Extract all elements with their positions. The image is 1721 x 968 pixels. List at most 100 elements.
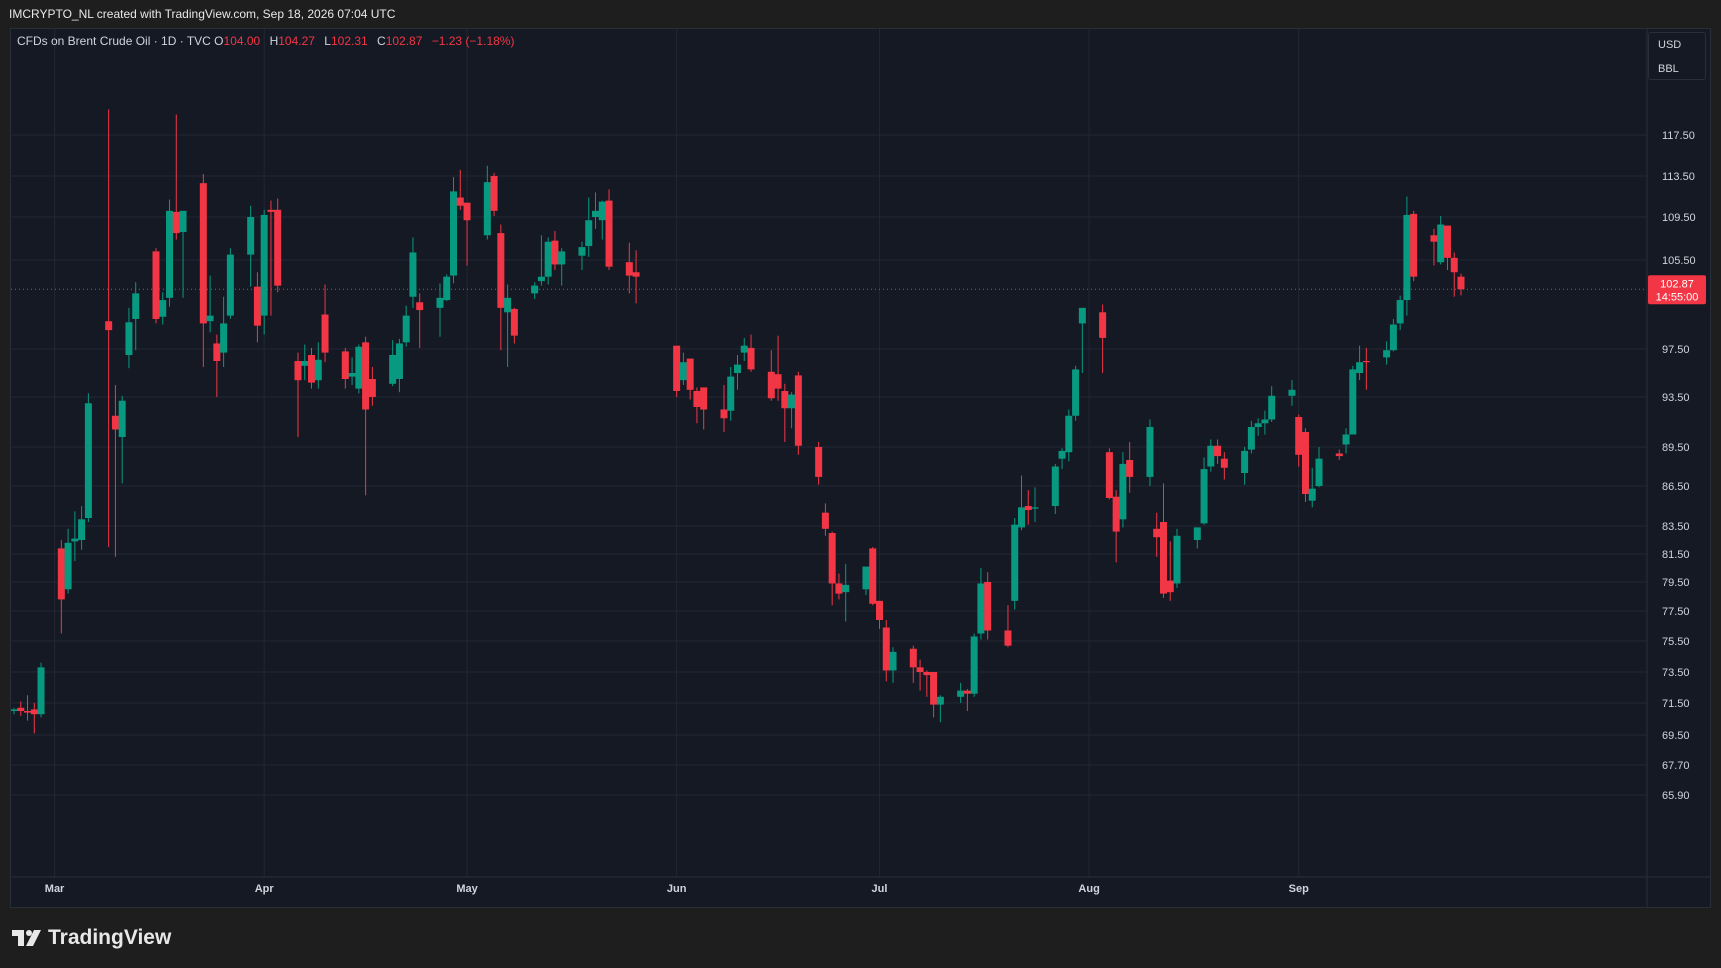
candle-body[interactable] [409,252,417,297]
candle-body[interactable] [970,636,978,694]
candle-body[interactable] [794,375,802,446]
candle-body[interactable] [673,345,681,391]
candle-body[interactable] [395,343,403,379]
candle-body[interactable] [821,512,829,529]
candle-body[interactable] [1065,415,1073,453]
candle-body[interactable] [1078,307,1086,324]
candle-body[interactable] [11,709,18,711]
candle-body[interactable] [152,251,160,319]
candle-body[interactable] [436,297,444,308]
candle-body[interactable] [172,211,180,234]
candle-body[interactable] [111,415,119,430]
candle-body[interactable] [226,254,234,316]
candle-body[interactable] [1166,580,1174,593]
candle-body[interactable] [720,409,728,419]
candle-body[interactable] [740,345,748,353]
candle-body[interactable] [1443,225,1451,258]
candle-body[interactable] [835,583,843,594]
candle-body[interactable] [605,200,613,267]
candle-body[interactable] [686,358,694,390]
candle-body[interactable] [1268,395,1276,420]
candle-body[interactable] [930,672,938,705]
candle-body[interactable] [977,583,985,634]
candle-body[interactable] [1193,527,1201,540]
candle-body[interactable] [923,672,931,676]
candle-body[interactable] [348,373,356,377]
candle-body[interactable] [537,276,545,282]
candle-body[interactable] [220,323,228,353]
candle-body[interactable] [1315,458,1323,486]
candle-body[interactable] [159,300,167,317]
candle-body[interactable] [815,447,823,477]
candle-body[interactable] [362,342,370,410]
candlestick-chart[interactable]: 117.50 113.50 109.50 105.50 97.50 93.50 89.50 8… [11,29,1710,907]
candle-body[interactable] [1254,423,1262,427]
candle-body[interactable] [1214,445,1222,457]
candle-body[interactable] [1362,361,1370,363]
candle-body[interactable] [889,651,897,671]
candle-body[interactable] [30,709,38,715]
candle-body[interactable] [1437,224,1445,263]
candle-body[interactable] [1099,312,1107,338]
candle-body[interactable] [936,696,944,705]
candle-body[interactable] [1403,214,1411,301]
candle-body[interactable] [869,548,877,604]
candle-body[interactable] [267,209,275,212]
candle-body[interactable] [957,690,965,697]
candle-body[interactable] [443,276,451,301]
candle-body[interactable] [909,648,917,668]
candle-body[interactable] [456,197,464,206]
candle-body[interactable] [693,391,701,407]
candle-body[interactable] [402,315,410,343]
candle-body[interactable] [1308,488,1316,501]
candle-body[interactable] [37,667,45,715]
candle-body[interactable] [416,302,424,311]
candle-body[interactable] [1058,450,1066,459]
candle-body[interactable] [767,371,775,399]
candle-body[interactable] [1126,460,1134,477]
candle-body[interactable] [585,220,593,247]
candle-body[interactable] [213,343,221,361]
candle-body[interactable] [1017,507,1025,528]
candle-body[interactable] [1295,417,1303,455]
candle-body[interactable] [1173,535,1181,584]
candle-body[interactable] [497,233,505,308]
candle-body[interactable] [774,374,782,389]
candle-body[interactable] [544,241,552,277]
candle-body[interactable] [463,202,471,221]
candle-body[interactable] [1153,528,1161,538]
candle-body[interactable] [1011,524,1019,601]
candle-body[interactable] [531,285,539,294]
candle-body[interactable] [882,627,890,671]
candle-body[interactable] [483,182,491,236]
candle-body[interactable] [308,355,316,383]
candle-body[interactable] [1105,452,1113,498]
candle-body[interactable] [1261,419,1269,424]
candle-body[interactable] [1159,522,1167,594]
candle-body[interactable] [341,351,349,379]
candle-body[interactable] [253,286,261,326]
candle-body[interactable] [166,210,174,298]
candle-body[interactable] [1430,235,1438,242]
candle-body[interactable] [984,582,992,631]
candle-body[interactable] [1356,362,1364,373]
candle-body[interactable] [84,403,92,518]
candle-body[interactable] [788,394,796,409]
candle-body[interactable] [727,376,735,411]
candle-body[interactable] [1396,300,1404,324]
candle-body[interactable] [1383,350,1391,358]
candle-body[interactable] [125,322,133,355]
candle-body[interactable] [1112,496,1120,532]
candle-body[interactable] [321,314,329,353]
candle-body[interactable] [118,400,126,437]
candle-body[interactable] [64,542,72,590]
candle-body[interactable] [368,379,376,397]
candle-body[interactable] [1207,445,1215,467]
candle-body[interactable] [314,359,322,381]
candle-body[interactable] [199,183,207,324]
candle-body[interactable] [1450,257,1458,273]
candle-body[interactable] [1342,434,1350,445]
candle-body[interactable] [916,667,924,672]
candle-body[interactable] [1024,506,1032,510]
candle-body[interactable] [598,201,606,221]
